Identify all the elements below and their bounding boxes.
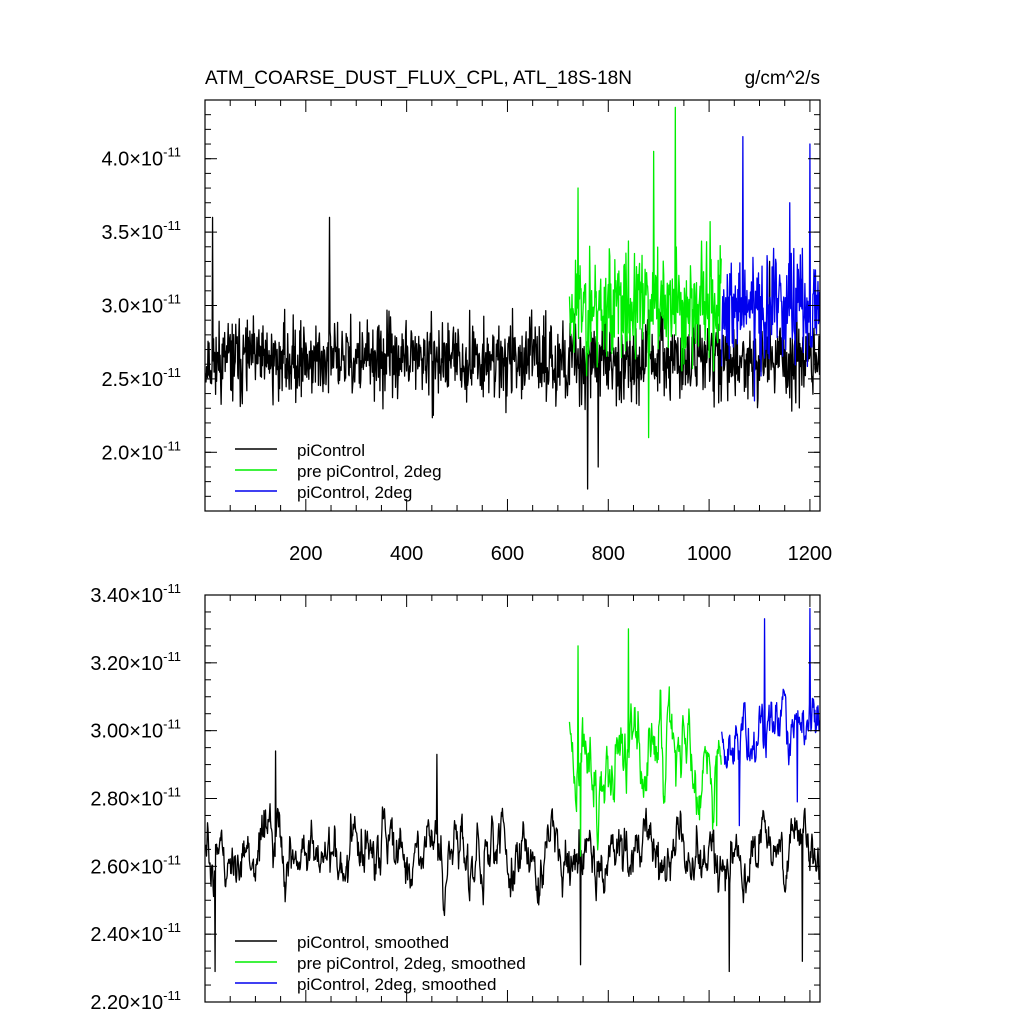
y-tick-label: 4.0×10-11 — [101, 145, 181, 171]
top-axes: 200 400 600 800 1000 1200 2.0×10-11 2.5×10-11 3.… — [101, 99, 833, 565]
x-tick-label: 400 — [390, 543, 423, 565]
y-tick-label: 2.40×10-11 — [90, 920, 181, 946]
bottom-series-lines — [205, 607, 820, 973]
legend-label-pre-picontrol-2deg-smoothed: pre piControl, 2deg, smoothed — [297, 954, 526, 973]
y-tick-label: 2.0×10-11 — [101, 438, 181, 464]
legend-label-picontrol-smoothed: piControl, smoothed — [297, 933, 449, 952]
y-tick-label: 2.20×10-11 — [90, 988, 181, 1014]
chart-title: ATM_COARSE_DUST_FLUX_CPL, ATL_18S-18N — [205, 68, 632, 89]
chart-units: g/cm^2/s — [745, 68, 820, 89]
top-chart-panel: ATM_COARSE_DUST_FLUX_CPL, ATL_18S-18N g/… — [101, 68, 832, 565]
series-line-pre-picontrol-2deg-smoothed — [568, 628, 722, 857]
x-tick-label: 600 — [491, 543, 524, 565]
top-series-lines — [205, 106, 820, 490]
y-tick-label: 2.80×10-11 — [90, 785, 181, 811]
bottom-legend: piControl, smoothed pre piControl, 2deg,… — [235, 933, 526, 994]
series-line-picontrol-2deg — [721, 136, 820, 402]
legend-label-picontrol-2deg: piControl, 2deg — [297, 483, 412, 502]
series-line-pre-picontrol-2deg — [568, 106, 722, 439]
y-tick-label: 3.00×10-11 — [90, 717, 181, 743]
bottom-chart-panel: 2.20×10-11 2.40×10-11 2.60×10-11 2.80×10-11… — [90, 581, 821, 1014]
y-tick-label: 2.5×10-11 — [101, 365, 181, 391]
y-tick-label: 3.40×10-11 — [90, 581, 181, 607]
legend-label-picontrol: piControl — [297, 441, 365, 460]
y-tick-label: 3.5×10-11 — [101, 218, 181, 244]
legend-label-picontrol-2deg-smoothed: piControl, 2deg, smoothed — [297, 975, 496, 994]
x-tick-label: 200 — [289, 543, 322, 565]
legend-label-pre-picontrol-2deg: pre piControl, 2deg — [297, 462, 442, 481]
y-tick-label: 3.0×10-11 — [101, 292, 181, 318]
x-tick-label: 1000 — [687, 543, 732, 565]
y-tick-label: 3.20×10-11 — [90, 649, 181, 675]
y-tick-label: 2.60×10-11 — [90, 852, 181, 878]
bottom-axes: 2.20×10-11 2.40×10-11 2.60×10-11 2.80×10-11… — [90, 581, 821, 1014]
x-tick-label: 1200 — [788, 543, 833, 565]
x-tick-label: 800 — [592, 543, 625, 565]
series-line-picontrol-smoothed — [205, 750, 820, 973]
series-line-picontrol — [205, 216, 820, 490]
series-line-picontrol-2deg-smoothed — [721, 607, 820, 827]
top-legend: piControl pre piControl, 2deg piControl,… — [235, 441, 442, 502]
